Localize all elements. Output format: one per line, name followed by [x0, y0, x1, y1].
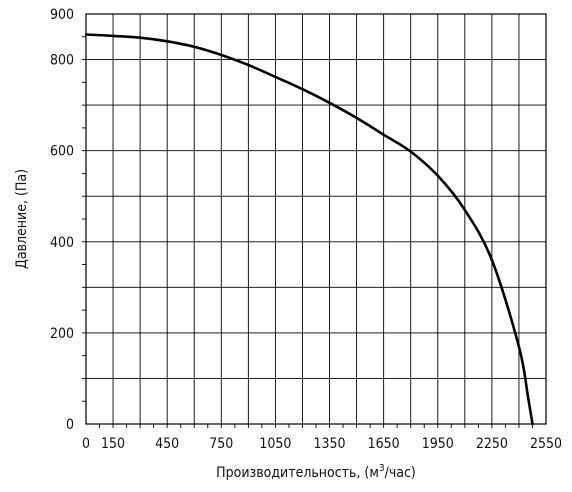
y-tick-label: 800	[50, 53, 74, 69]
x-axis-label-superscript: 3	[379, 463, 385, 474]
x-tick-label: 750	[209, 436, 233, 452]
y-tick-label: 600	[50, 144, 74, 160]
y-tick-label: 400	[50, 235, 74, 251]
x-tick-label: 450	[155, 436, 179, 452]
x-tick-label: 2250	[476, 436, 508, 452]
x-tick-label: 2550	[530, 436, 562, 452]
x-axis-label-main: Производительность, (м	[216, 465, 379, 481]
x-tick-label: 1950	[422, 436, 454, 452]
x-tick-label: 150	[101, 436, 125, 452]
series-line	[84, 33, 534, 426]
x-axis-label: Производительность, (м3/час)	[216, 463, 416, 481]
x-tick-labels: 0 150 450 750 1050 1350 1650 1950 2250 2550	[82, 436, 562, 452]
plot-frame	[85, 13, 547, 425]
x-tick-label: 0	[82, 436, 90, 452]
y-tick-label: 0	[66, 417, 74, 433]
y-tick-label: 900	[50, 7, 74, 23]
y-tick-label: 200	[50, 326, 74, 342]
x-tick-label: 1050	[259, 436, 291, 452]
x-tick-label: 1650	[368, 436, 400, 452]
x-axis-label-tail: /час)	[385, 465, 416, 481]
y-tick-labels: 0 200 400 600 800 900	[50, 7, 74, 433]
y-axis-label: Давление, (Па)	[14, 169, 30, 269]
x-tick-label: 1350	[314, 436, 346, 452]
grid	[82, 14, 546, 428]
